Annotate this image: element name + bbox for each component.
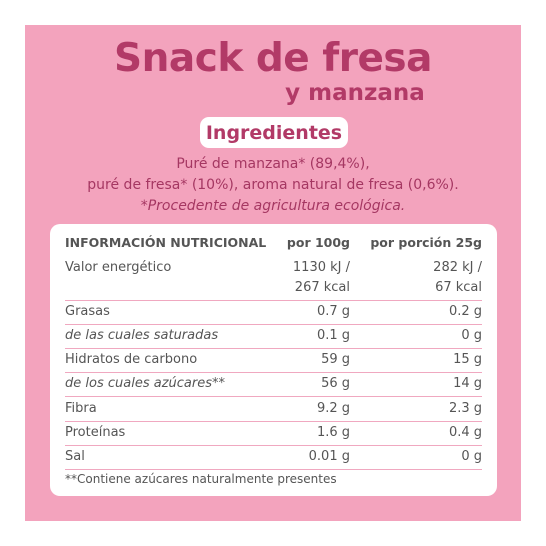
row-divider bbox=[65, 300, 482, 301]
row-portion: 0 g bbox=[461, 328, 482, 343]
row-per100: 56 g bbox=[321, 376, 350, 391]
row-per100: 1.6 g bbox=[316, 425, 350, 440]
row-label: Fibra bbox=[65, 401, 97, 416]
row-divider bbox=[65, 324, 482, 325]
row-portion: 67 kcal bbox=[435, 280, 482, 295]
ingredients-line-2: puré de fresa* (10%), aroma natural de f… bbox=[87, 177, 459, 193]
product-subtitle: y manzana bbox=[285, 80, 425, 106]
row-portion: 0 g bbox=[461, 449, 482, 464]
row-portion: 282 kJ / bbox=[433, 260, 482, 275]
header-per-portion: por porción 25g bbox=[370, 235, 482, 250]
row-label: Grasas bbox=[65, 304, 110, 319]
row-portion: 2.3 g bbox=[448, 401, 482, 416]
ingredients-heading: Ingredientes bbox=[200, 117, 348, 148]
row-per100: 59 g bbox=[321, 352, 350, 367]
row-per100: 0.7 g bbox=[316, 304, 350, 319]
table-footnote: **Contiene azúcares naturalmente present… bbox=[65, 472, 337, 486]
header-per-100g: por 100g bbox=[286, 235, 350, 250]
row-label: de los cuales azúcares** bbox=[65, 376, 225, 391]
ingredients-line-1: Puré de manzana* (89,4%), bbox=[176, 156, 370, 172]
row-label: de las cuales saturadas bbox=[65, 328, 219, 343]
row-portion: 0.2 g bbox=[448, 304, 482, 319]
row-divider bbox=[65, 421, 482, 422]
header-nutrition-info: INFORMACIÓN NUTRICIONAL bbox=[65, 235, 267, 250]
row-per100: 0.1 g bbox=[316, 328, 350, 343]
row-label: Valor energético bbox=[65, 260, 172, 275]
row-divider bbox=[65, 348, 482, 349]
row-divider bbox=[65, 469, 482, 470]
row-label: Proteínas bbox=[65, 425, 126, 440]
row-per100: 267 kcal bbox=[294, 280, 350, 295]
row-per100: 0.01 g bbox=[308, 449, 350, 464]
row-label: Hidratos de carbono bbox=[65, 352, 198, 367]
row-portion: 0.4 g bbox=[448, 425, 482, 440]
row-portion: 14 g bbox=[453, 376, 482, 391]
row-per100: 1130 kJ / bbox=[292, 260, 350, 275]
row-per100: 9.2 g bbox=[316, 401, 350, 416]
row-divider bbox=[65, 445, 482, 446]
ingredients-note: *Procedente de agricultura ecológica. bbox=[140, 198, 406, 214]
row-divider bbox=[65, 396, 482, 397]
row-portion: 15 g bbox=[453, 352, 482, 367]
nutrition-table: INFORMACIÓN NUTRICIONAL por 100g por por… bbox=[50, 224, 497, 496]
row-label: Sal bbox=[65, 449, 85, 464]
product-title: Snack de fresa bbox=[114, 36, 432, 81]
row-divider bbox=[65, 372, 482, 373]
